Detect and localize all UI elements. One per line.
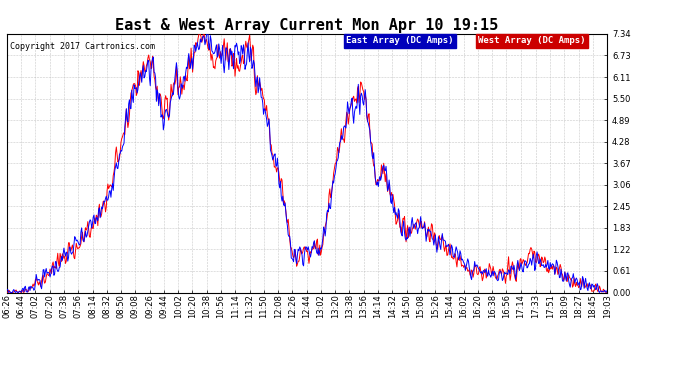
Text: West Array (DC Amps): West Array (DC Amps) <box>478 36 586 45</box>
Text: East Array (DC Amps): East Array (DC Amps) <box>346 36 453 45</box>
Title: East & West Array Current Mon Apr 10 19:15: East & West Array Current Mon Apr 10 19:… <box>115 18 499 33</box>
Text: Copyright 2017 Cartronics.com: Copyright 2017 Cartronics.com <box>10 42 155 51</box>
